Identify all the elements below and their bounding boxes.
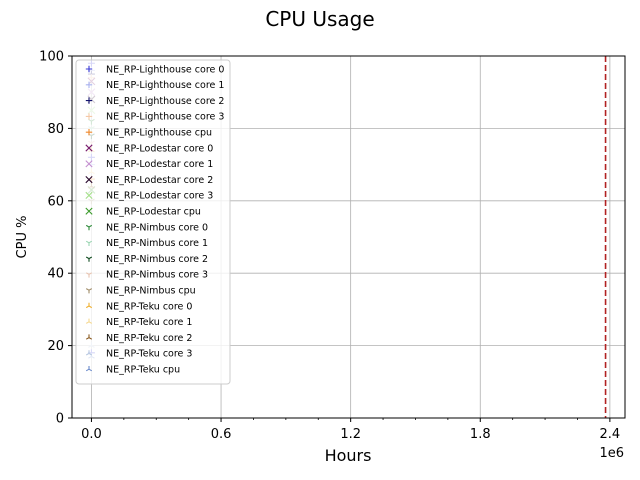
y-tick-label: 20 (47, 339, 64, 354)
legend-label: NE_RP-Nimbus core 1 (106, 238, 208, 249)
x-tick-label: 1.8 (470, 427, 491, 442)
legend-marker (85, 366, 93, 372)
legend-label: NE_RP-Lighthouse cpu (106, 128, 212, 139)
x-tick-label: 2.4 (600, 427, 621, 442)
legend-marker (85, 176, 93, 184)
x-tick-label: 0.6 (211, 427, 232, 442)
legend-label: NE_RP-Lodestar cpu (106, 207, 201, 218)
legend-marker (85, 350, 93, 356)
x-axis-label: Hours (325, 446, 372, 465)
legend-marker (85, 318, 93, 324)
x-axis-ticks: 0.0 0.6 1.2 1.8 2.4 (81, 418, 620, 442)
legend-marker (85, 81, 93, 88)
legend-marker (85, 97, 93, 104)
legend-label: NE_RP-Teku cpu (106, 365, 180, 376)
legend-label: NE_RP-Nimbus cpu (106, 286, 196, 297)
legend-marker (85, 256, 93, 262)
chart-title: CPU Usage (265, 7, 374, 31)
plot-area-frame (71, 55, 626, 419)
legend-marker (85, 302, 93, 309)
x-tick-label: 0.0 (81, 427, 102, 442)
x-tick-label: 1.2 (340, 427, 361, 442)
legend-marker (85, 207, 93, 215)
legend-label: NE_RP-Lighthouse core 1 (106, 80, 224, 91)
legend-marker (85, 144, 93, 152)
legend-marker (85, 272, 93, 278)
legend-marker (85, 160, 93, 168)
legend-label: NE_RP-Lighthouse core 0 (106, 64, 224, 75)
legend-marker (85, 334, 93, 340)
legend-marker (85, 224, 93, 231)
legend-label: NE_RP-Nimbus core 2 (106, 254, 208, 265)
y-tick-label: 40 (47, 267, 64, 282)
legend: NE_RP-Lighthouse core 0 NE_RP-Lighthouse … (75, 59, 231, 385)
legend-marker (85, 113, 93, 120)
y-tick-label: 0 (56, 412, 64, 427)
legend-label: NE_RP-Teku core 1 (106, 317, 192, 328)
legend-label: NE_RP-Nimbus core 0 (106, 222, 208, 233)
legend-label: NE_RP-Teku core 2 (106, 333, 192, 344)
legend-label: NE_RP-Lighthouse core 2 (106, 96, 224, 107)
y-tick-label: 80 (47, 122, 64, 137)
legend-marker (85, 65, 93, 73)
legend-label: NE_RP-Lodestar core 0 (106, 143, 213, 154)
legend-marker (85, 191, 93, 199)
legend-box (75, 59, 231, 385)
y-tick-label: 100 (39, 50, 64, 65)
y-axis-label: CPU % (15, 216, 30, 259)
y-tick-label: 60 (47, 194, 64, 209)
y-axis-ticks: 0 20 40 60 80 100 (39, 50, 72, 427)
legend-label: NE_RP-Nimbus core 3 (106, 270, 208, 281)
legend-label: NE_RP-Teku core 3 (106, 349, 192, 360)
x-axis-offset-label: 1e6 (599, 446, 624, 461)
legend-marker (85, 288, 93, 294)
legend-label: NE_RP-Lodestar core 3 (106, 191, 213, 202)
legend-label: NE_RP-Lodestar core 1 (106, 159, 213, 170)
legend-marker (85, 129, 93, 136)
legend-label: NE_RP-Lodestar core 2 (106, 175, 213, 186)
legend-label: NE_RP-Teku core 0 (106, 301, 192, 312)
legend-label: NE_RP-Lighthouse core 3 (106, 112, 224, 123)
legend-marker (85, 240, 93, 246)
